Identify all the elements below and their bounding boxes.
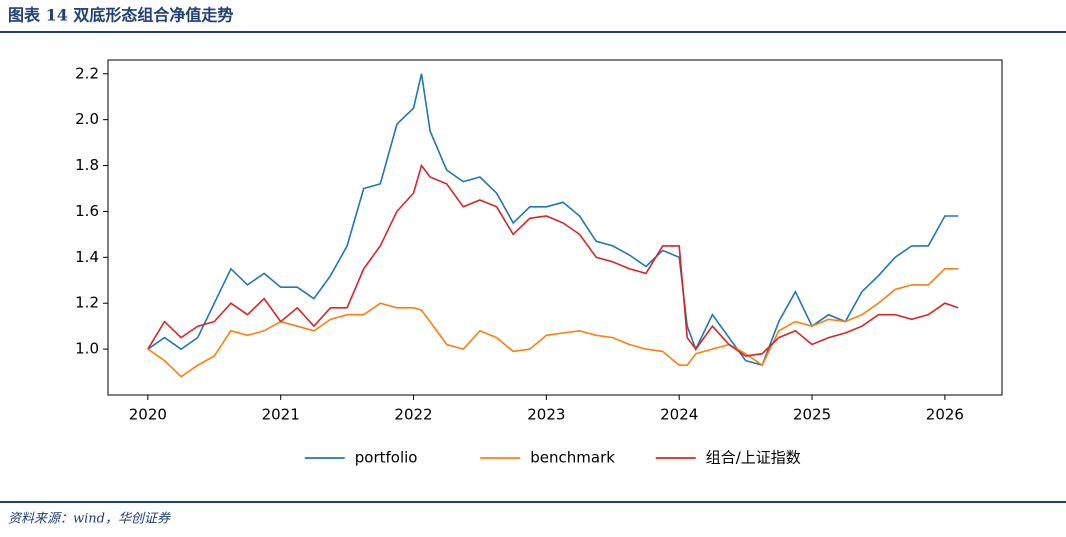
legend-label: benchmark	[530, 449, 615, 467]
y-tick-label: 2.0	[75, 110, 99, 128]
x-tick-label: 2025	[793, 406, 831, 424]
x-tick-label: 2023	[527, 406, 565, 424]
chart-title: 图表 14 双底形态组合净值走势	[8, 6, 233, 25]
series-line	[147, 268, 959, 378]
x-tick-label: 2020	[129, 406, 167, 424]
legend-label: 组合/上证指数	[706, 449, 801, 467]
y-tick-label: 1.0	[75, 340, 99, 358]
x-tick-label: 2024	[660, 406, 698, 424]
series-line	[147, 73, 959, 367]
series-line	[147, 163, 959, 357]
y-tick-label: 2.2	[75, 64, 99, 82]
x-tick-label: 2021	[262, 406, 300, 424]
plot-frame	[107, 59, 1003, 396]
y-tick-label: 1.4	[75, 248, 99, 266]
y-tick-label: 1.2	[75, 294, 99, 312]
x-tick-label: 2026	[926, 406, 964, 424]
source-note: 资料来源：wind，华创证券	[8, 512, 171, 527]
legend-label: portfolio	[355, 449, 418, 467]
y-tick-label: 1.8	[75, 156, 99, 174]
x-tick-label: 2022	[394, 406, 432, 424]
y-tick-label: 1.6	[75, 202, 99, 220]
